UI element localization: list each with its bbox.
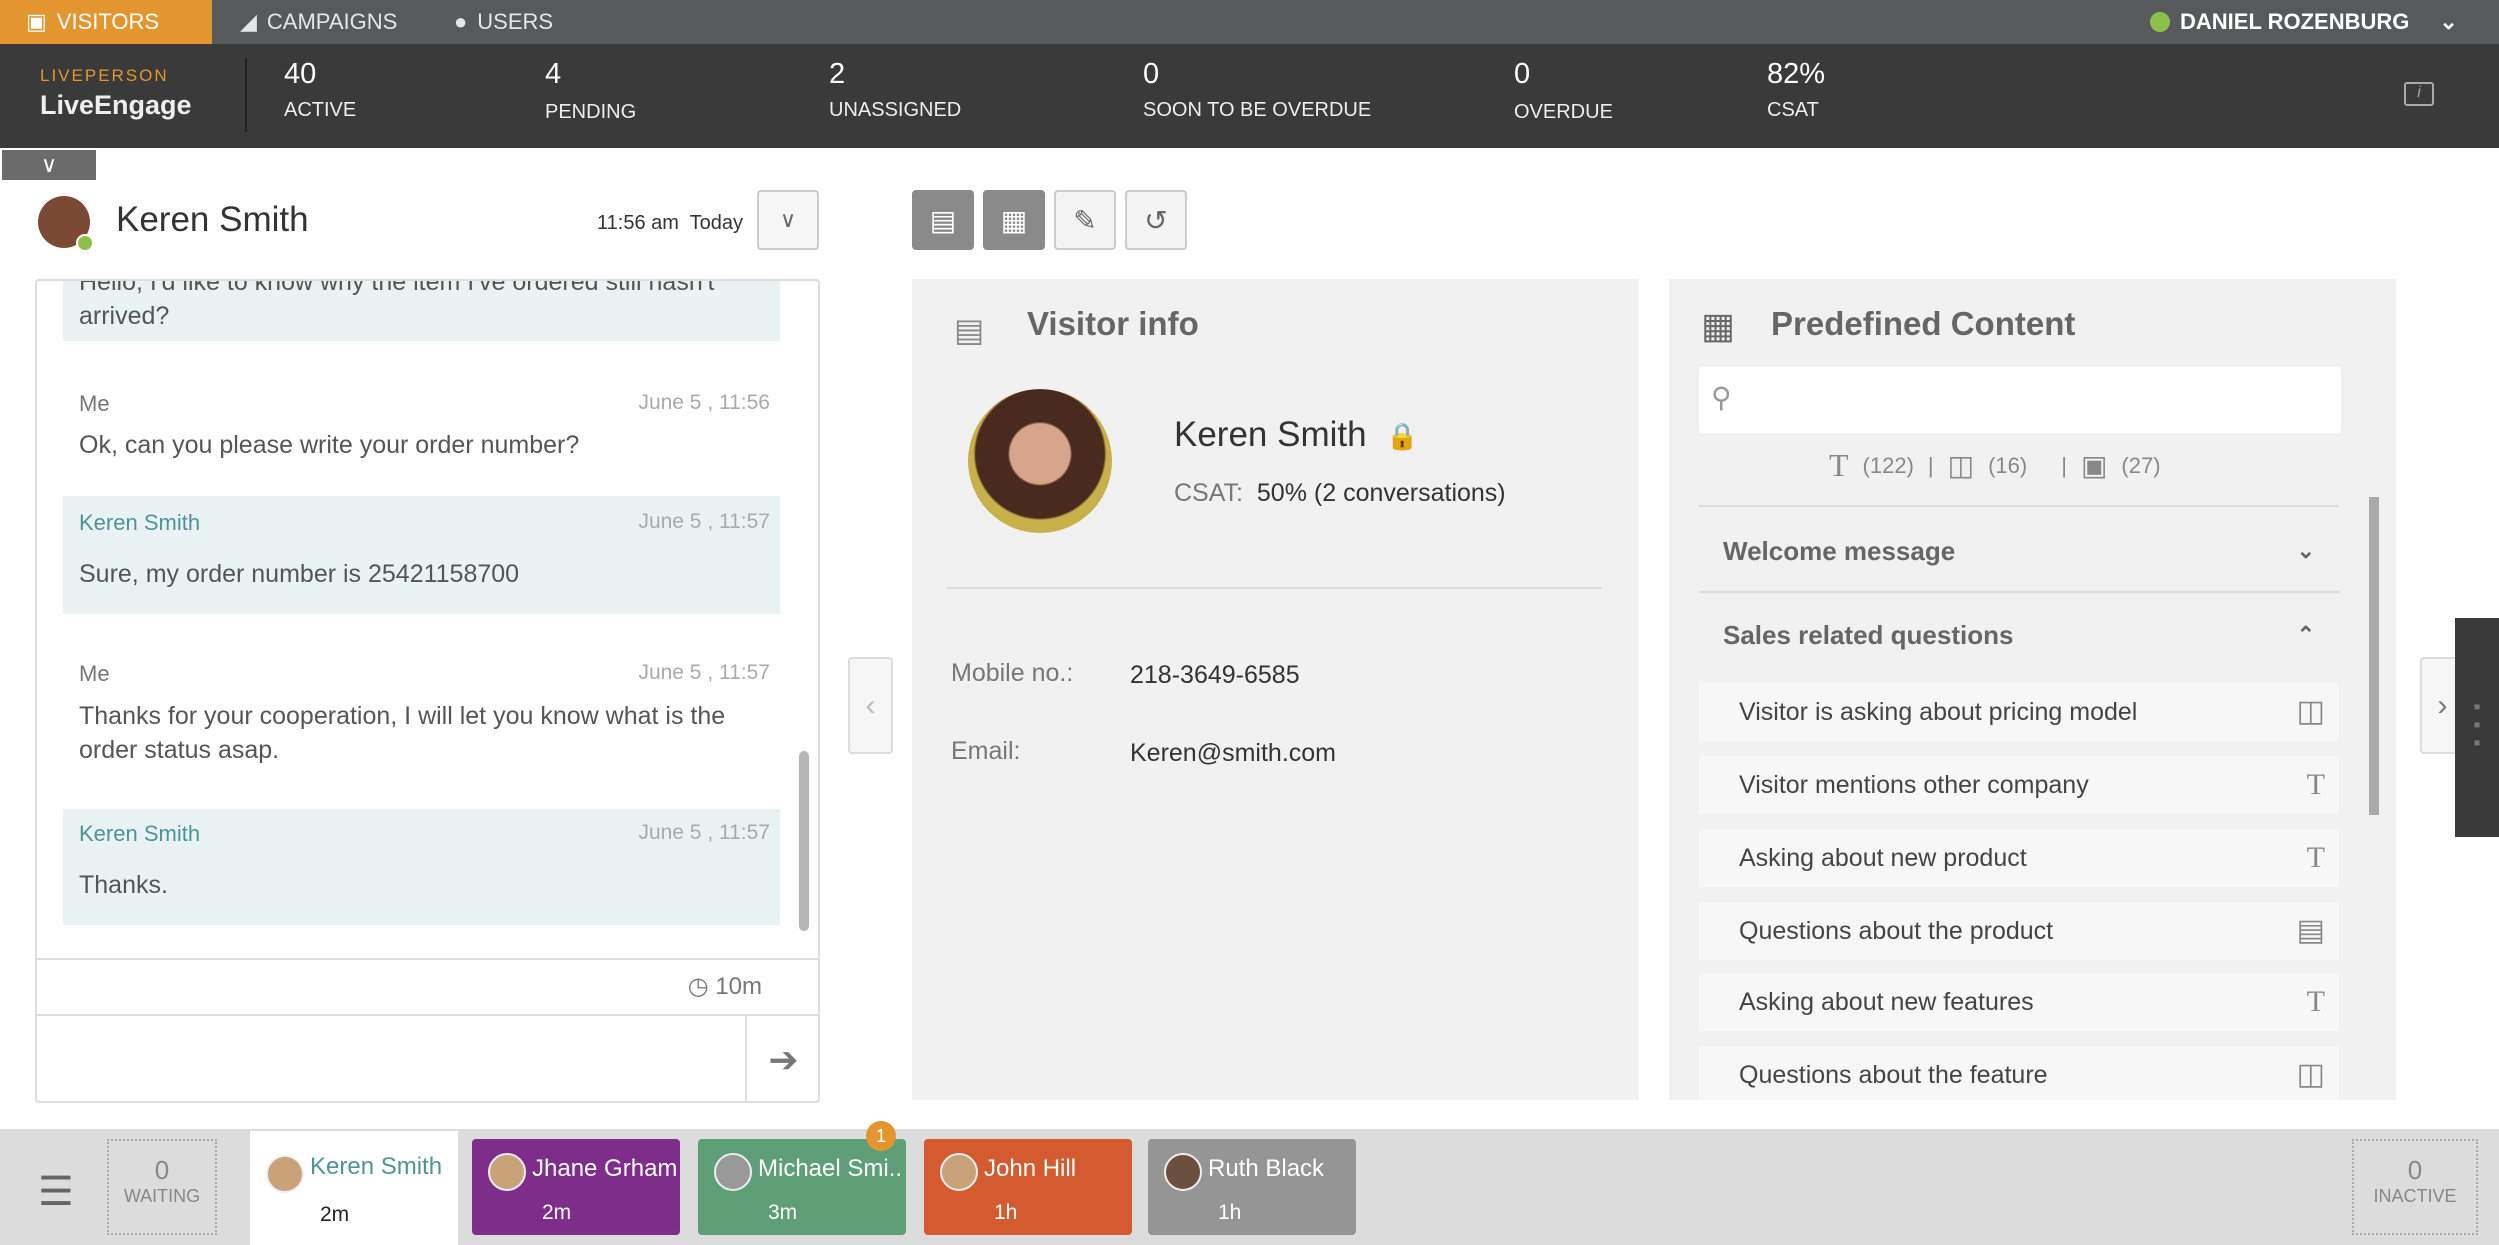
- conversation-tab-michael-smith[interactable]: Michael Smi.. 3m 1: [698, 1121, 906, 1235]
- online-status-icon: [76, 234, 94, 252]
- tab-users[interactable]: ● USERS: [454, 9, 554, 34]
- history-icon: ↺: [1144, 204, 1168, 236]
- video-icon: ◫: [2296, 695, 2325, 728]
- video-type-icon[interactable]: ◫: [1947, 450, 1975, 481]
- lock-icon: 🔒: [1386, 421, 1419, 451]
- text-icon: T: [2306, 841, 2325, 874]
- image-type-icon[interactable]: ▣: [2080, 450, 2108, 481]
- stat-soon-overdue: 0 SOON TO BE OVERDUE: [1143, 58, 1372, 121]
- tab-campaigns[interactable]: ◢ CAMPAIGNS: [240, 9, 398, 34]
- predefined-item[interactable]: Questions about the product ▤: [1699, 902, 2339, 960]
- message-list[interactable]: Hello, I'd like to know why the item I'v…: [37, 281, 818, 958]
- notes-tab[interactable]: ✎: [1054, 190, 1116, 250]
- binders-icon: ▦: [1000, 204, 1028, 236]
- text-icon: T: [2306, 768, 2325, 801]
- image-icon: ▤: [2296, 914, 2325, 947]
- user-icon: ●: [454, 9, 468, 34]
- visitor-info-tab[interactable]: ▤: [912, 190, 974, 250]
- status-dot-icon: [2150, 12, 2170, 32]
- send-button[interactable]: ➔: [745, 1016, 818, 1101]
- content-type-filters: T (122) | ◫ (16) | ▣ (27): [1829, 447, 2161, 483]
- chevron-down-icon: ⌄: [2439, 9, 2458, 34]
- top-nav: ▣ VISITORS ◢ CAMPAIGNS ● USERS DANIEL ROZEN…: [0, 0, 2499, 44]
- message-input[interactable]: [37, 1016, 745, 1101]
- message: Keren Smith June 5 , 11:57 Thanks.: [63, 809, 780, 925]
- text-type-icon[interactable]: T: [1829, 447, 1849, 483]
- predefined-content-panel: ▦ Predefined Content ⚲ T (122) | ◫ (16) | ▣(…: [1669, 279, 2396, 1100]
- stat-csat: 82% CSAT: [1767, 58, 1826, 121]
- predefined-item[interactable]: Visitor mentions other company T: [1699, 756, 2339, 814]
- chevron-down-icon: ⌄: [2296, 538, 2315, 563]
- category-welcome-message[interactable]: Welcome message ⌄: [1699, 509, 2339, 593]
- search-input[interactable]: [1759, 367, 2329, 433]
- stats-bar: LIVEPERSON LiveEngage 40 ACTIVE 4 PENDING …: [0, 44, 2499, 148]
- chat-transcript: Hello, I'd like to know why the item I'v…: [35, 279, 820, 1103]
- predefined-item[interactable]: Visitor is asking about pricing model ◫: [1699, 683, 2339, 741]
- chevron-up-icon: ⌃: [2296, 622, 2315, 647]
- chat-options-button[interactable]: ∨: [757, 190, 819, 250]
- scrollbar[interactable]: [799, 751, 809, 931]
- predefined-search[interactable]: ⚲: [1699, 367, 2341, 433]
- menu-icon[interactable]: ☰: [38, 1170, 74, 1214]
- message: Me June 5 , 11:57 Thanks for your cooperat…: [79, 661, 770, 764]
- user-menu[interactable]: DANIEL ROZENBURG ⌄: [2136, 0, 2472, 44]
- visitor-photo: [968, 389, 1112, 533]
- video-icon: ◫: [2296, 1058, 2325, 1091]
- predefined-item[interactable]: Questions about the feature ◫: [1699, 1046, 2339, 1100]
- predefined-item[interactable]: Asking about new features T: [1699, 973, 2339, 1031]
- chat-duration: ◷ 10m: [37, 958, 818, 1016]
- side-drawer-handle[interactable]: ▪ ▪ ▪: [2455, 618, 2499, 837]
- conversation-tab-keren-smith[interactable]: Keren Smith 2m: [250, 1131, 458, 1245]
- text-icon: T: [2306, 985, 2325, 1018]
- tab-visitors[interactable]: ▣ VISITORS: [0, 0, 212, 44]
- scrollbar[interactable]: [2369, 497, 2379, 815]
- predefined-content-tab[interactable]: ▦: [983, 190, 1045, 250]
- avatar: [266, 1155, 304, 1193]
- avatar: [940, 1153, 978, 1191]
- unread-badge: 1: [866, 1121, 896, 1151]
- search-icon: ⚲: [1711, 382, 1732, 413]
- collapse-stats-button[interactable]: ∨: [2, 150, 96, 180]
- chat-visitor-name: Keren Smith: [116, 200, 309, 239]
- chat-start-time: 11:56 am Today: [597, 212, 744, 234]
- binders-icon: ▦: [1701, 305, 1736, 346]
- history-tab[interactable]: ↺: [1125, 190, 1187, 250]
- conversation-tabs-bar: ☰ 0 WAITING Keren Smith 2m Jhane Grham 2m M…: [0, 1121, 2499, 1245]
- conversation-tab-jhane-grham[interactable]: Jhane Grham 2m: [472, 1139, 680, 1235]
- conversation-tab-ruth-black[interactable]: Ruth Black 1h: [1148, 1139, 1356, 1235]
- clock-icon: ◷: [687, 973, 709, 1000]
- inactive-queue[interactable]: 0 INACTIVE: [2352, 1139, 2478, 1235]
- message: Hello, I'd like to know why the item I'v…: [63, 281, 780, 341]
- waiting-queue[interactable]: 0 WAITING: [107, 1139, 217, 1235]
- conversation-tab-john-hill[interactable]: John Hill 1h: [924, 1139, 1132, 1235]
- stat-active: 40 ACTIVE: [284, 58, 357, 121]
- id-card-icon: ▤: [929, 204, 957, 236]
- tag-icon: ◢: [240, 9, 257, 34]
- info-icon[interactable]: i: [2404, 82, 2434, 106]
- stat-unassigned: 2 UNASSIGNED: [829, 58, 962, 121]
- user-placeholder-icon: [714, 1153, 752, 1191]
- visitor-info-panel: ▤ Visitor info Keren Smith 🔒 CSAT: 50% (…: [912, 279, 1639, 1100]
- category-sales-related-questions[interactable]: Sales related questions ⌃: [1699, 593, 2339, 677]
- stat-overdue: 0 OVERDUE: [1514, 58, 1613, 123]
- logo: LIVEPERSON LiveEngage: [40, 66, 192, 120]
- predefined-item[interactable]: Asking about new product T: [1699, 829, 2339, 887]
- divider: [947, 587, 1602, 589]
- avatar: [488, 1153, 526, 1191]
- avatar: [1164, 1153, 1202, 1191]
- message: Me June 5 , 11:56 Ok, can you please write…: [79, 391, 770, 459]
- chat-bubble-icon: ▣: [26, 9, 47, 34]
- stat-pending: 4 PENDING: [545, 58, 637, 123]
- divider: [245, 58, 247, 132]
- id-card-icon: ▤: [954, 312, 985, 348]
- prev-panel-button[interactable]: ‹: [848, 657, 893, 754]
- message: Keren Smith June 5 , 11:57 Sure, my order …: [63, 496, 780, 614]
- edit-icon: ✎: [1073, 204, 1097, 236]
